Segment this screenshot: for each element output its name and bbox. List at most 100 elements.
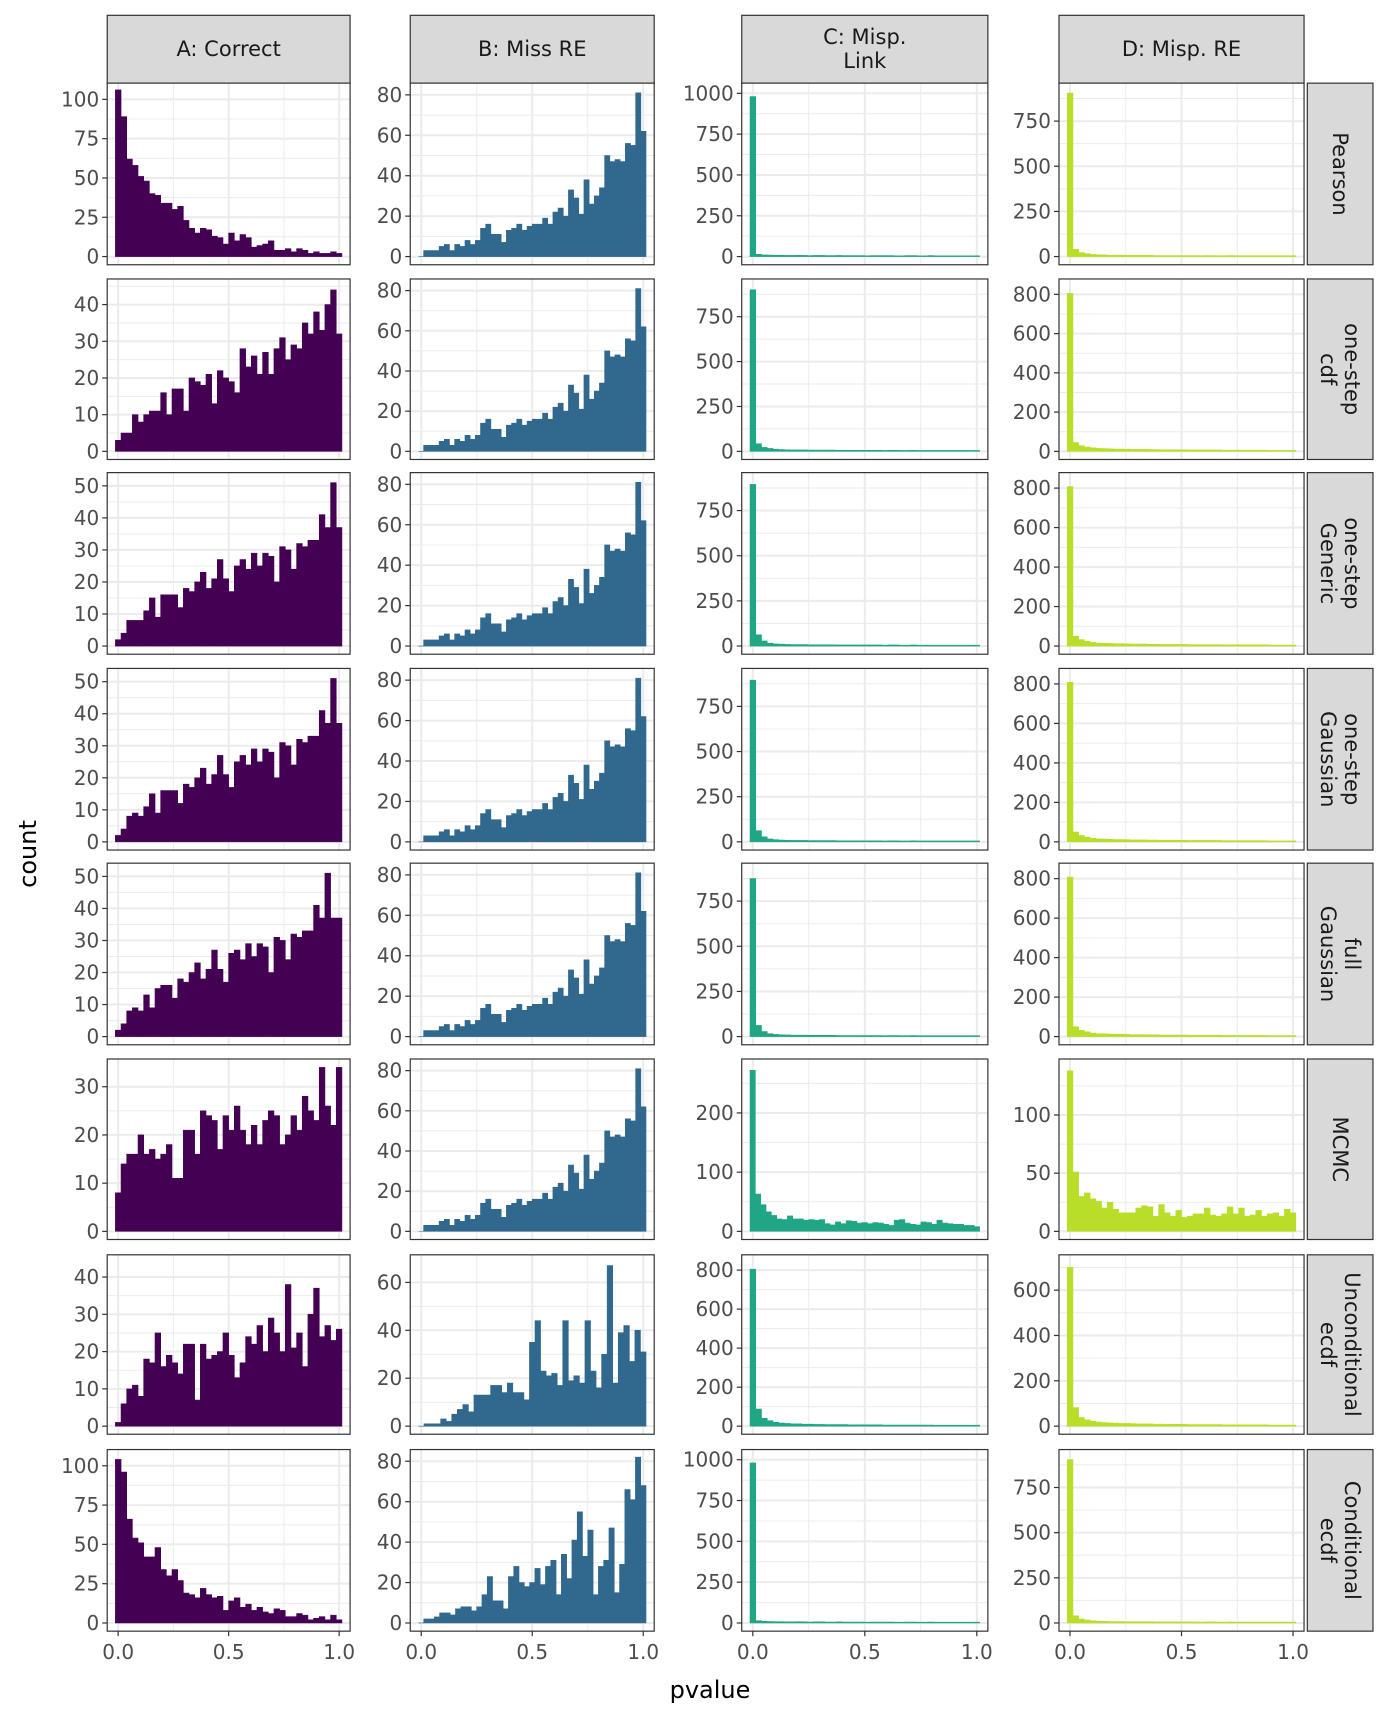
y-tick-label: 30 <box>74 538 99 562</box>
histogram-panel: 0 20 40 60 80 0.0 0.5 1.0 <box>377 1448 659 1664</box>
y-tick-label: 10 <box>74 403 99 427</box>
x-axis-label: pvalue <box>669 1676 751 1704</box>
y-tick-label: 800 <box>1013 672 1051 696</box>
histogram-panel: 0 250 500 750 1000 0.0 0.5 1.0 <box>683 1448 993 1664</box>
y-tick-label: 100 <box>696 1160 734 1184</box>
y-tick-label: 1000 <box>683 81 734 105</box>
y-tick-label: 100 <box>61 87 99 111</box>
y-tick-label: 250 <box>696 589 734 613</box>
y-tick-label: 0 <box>1038 830 1051 854</box>
y-tick-label: 400 <box>1013 555 1051 579</box>
y-tick-label: 500 <box>696 1529 734 1553</box>
y-tick-label: 400 <box>1013 751 1051 775</box>
y-tick-label: 800 <box>696 1258 734 1282</box>
column-strip-label: B: Miss RE <box>478 37 587 61</box>
histogram-panel: 0 10 20 30 40 <box>74 1254 351 1438</box>
y-tick-label: 60 <box>377 709 402 733</box>
y-tick-label: 10 <box>74 798 99 822</box>
histogram-panel: 0 20 40 60 80 <box>377 862 655 1049</box>
histogram-panel: 0 10 20 30 40 <box>74 278 351 463</box>
y-tick-label: 60 <box>377 319 402 343</box>
histogram-bars <box>115 89 343 257</box>
y-tick-label: 40 <box>377 749 402 773</box>
y-tick-label: 0 <box>390 1414 403 1438</box>
histogram-bars <box>115 678 343 843</box>
y-tick-label: 750 <box>696 122 734 146</box>
y-tick-label: 800 <box>1013 867 1051 891</box>
histogram-bars <box>115 289 343 452</box>
histogram-panel: 0 250 500 750 <box>696 667 989 854</box>
histogram-bars <box>115 482 343 647</box>
y-tick-label: 30 <box>74 734 99 758</box>
y-tick-label: 250 <box>1013 199 1051 223</box>
y-tick-label: 0 <box>86 634 99 658</box>
y-tick-label: 0 <box>390 245 403 269</box>
row-strip-label: Unconditional <box>1340 1272 1364 1416</box>
y-tick-label: 40 <box>377 1530 402 1554</box>
y-tick-label: 80 <box>377 472 402 496</box>
y-tick-label: 400 <box>1013 361 1051 385</box>
histogram-panel: 0 10 20 30 40 50 <box>74 472 351 658</box>
x-tick-label: 1.0 <box>961 1640 993 1664</box>
y-tick-label: 0 <box>86 439 99 463</box>
histogram-bars <box>418 1068 647 1232</box>
y-tick-label: 20 <box>74 766 99 790</box>
y-tick-label: 250 <box>696 785 734 809</box>
y-tick-label: 750 <box>1013 1476 1051 1500</box>
histogram-panel: 0 200 400 600 <box>1013 1254 1305 1438</box>
histogram-panel: 0 10 20 30 40 50 <box>74 667 351 854</box>
y-tick-label: 40 <box>377 553 402 577</box>
column-strip-label: D: Misp. RE <box>1122 37 1241 61</box>
row-strip-label: cdf <box>1316 353 1340 386</box>
y-tick-label: 40 <box>377 1318 402 1342</box>
y-tick-label: 600 <box>1013 711 1051 735</box>
y-tick-label: 20 <box>377 594 402 618</box>
y-tick-label: 75 <box>74 127 99 151</box>
histogram-bars <box>1066 682 1297 843</box>
y-tick-label: 0 <box>721 1611 734 1635</box>
y-tick-label: 10 <box>74 1377 99 1401</box>
y-tick-label: 750 <box>696 499 734 523</box>
y-tick-label: 0 <box>86 1611 99 1635</box>
y-tick-label: 60 <box>377 903 402 927</box>
y-tick-label: 0 <box>86 1025 99 1049</box>
y-tick-label: 20 <box>74 961 99 985</box>
histogram-bars <box>749 878 980 1037</box>
x-tick-label: 0.5 <box>1166 1640 1198 1664</box>
y-tick-label: 250 <box>696 979 734 1003</box>
row-strip-label: Gaussian <box>1316 906 1340 1002</box>
y-tick-label: 0 <box>721 634 734 658</box>
y-tick-label: 50 <box>74 670 99 694</box>
histogram-bars <box>418 677 647 843</box>
y-tick-label: 400 <box>1013 946 1051 970</box>
y-tick-label: 80 <box>377 668 402 692</box>
histogram-panel: 0 200 400 600 800 <box>1013 862 1305 1049</box>
y-tick-label: 10 <box>74 602 99 626</box>
y-tick-label: 0 <box>1038 1025 1051 1049</box>
y-tick-label: 200 <box>696 1101 734 1125</box>
y-tick-label: 20 <box>74 366 99 390</box>
y-tick-label: 200 <box>1013 1369 1051 1393</box>
histogram-bars <box>115 1067 343 1232</box>
y-tick-label: 0 <box>390 634 403 658</box>
y-tick-label: 400 <box>1013 1323 1051 1347</box>
y-tick-label: 20 <box>74 1123 99 1147</box>
y-tick-label: 80 <box>377 1059 402 1083</box>
y-tick-label: 500 <box>696 350 734 374</box>
column-strip-label: Link <box>843 49 887 73</box>
histogram-bars <box>1066 876 1297 1037</box>
y-tick-label: 750 <box>696 889 734 913</box>
histogram-panel: 0 20 40 60 80 <box>377 1058 655 1243</box>
histogram-panel: 0 20 40 60 80 <box>377 278 655 463</box>
histogram-bars <box>418 872 647 1037</box>
row-strip-label: full <box>1340 938 1364 970</box>
y-tick-label: 600 <box>1013 906 1051 930</box>
y-tick-label: 750 <box>696 694 734 718</box>
histogram-panel: 0 50 100 <box>1013 1058 1305 1243</box>
y-tick-label: 200 <box>1013 400 1051 424</box>
y-tick-label: 750 <box>696 305 734 329</box>
y-tick-label: 80 <box>377 83 402 107</box>
